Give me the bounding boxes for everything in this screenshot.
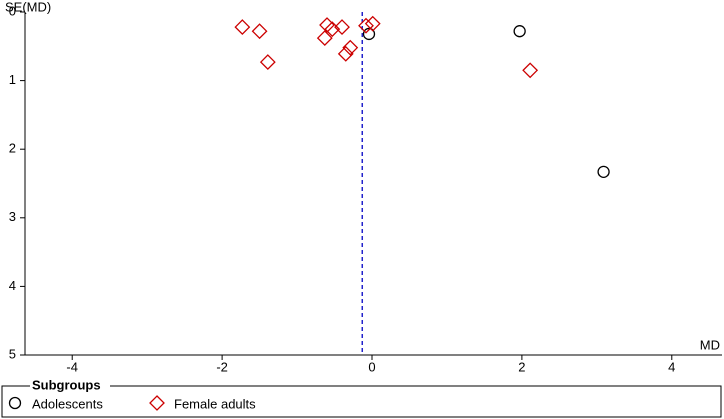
x-tick-label: 4	[668, 359, 675, 374]
x-tick-label: 2	[518, 359, 525, 374]
legend-marker	[8, 396, 22, 410]
diamond-marker	[337, 45, 354, 62]
x-axis-label: MD	[700, 337, 720, 352]
y-tick-label: 2	[9, 141, 16, 156]
y-tick-label: 4	[9, 278, 16, 293]
legend-marker	[149, 395, 165, 411]
diamond-marker	[319, 17, 335, 33]
x-tick-label: 0	[368, 359, 375, 374]
y-axis-label: SE(MD)	[5, 0, 51, 14]
legend-label: Female adults	[174, 396, 256, 411]
diamond-marker	[334, 19, 350, 36]
y-tick-label: 3	[9, 209, 16, 224]
y-tick-label: 0	[9, 3, 16, 18]
y-tick-label: 1	[9, 72, 16, 87]
diamond-marker	[522, 62, 539, 79]
circle-marker	[513, 25, 526, 38]
y-tick-label: 5	[9, 346, 16, 361]
diamond-marker	[316, 30, 333, 46]
diamond-marker	[251, 23, 268, 40]
legend-box	[1, 385, 722, 418]
diamond-marker	[364, 15, 381, 32]
x-tick-label: -4	[66, 359, 78, 374]
x-tick-label: -2	[216, 359, 228, 374]
legend-label: Adolescents	[32, 396, 103, 411]
legend-title: Subgroups	[32, 377, 101, 392]
legend-title-bg	[30, 380, 110, 392]
diamond-marker	[342, 39, 359, 56]
diamond-marker	[324, 21, 341, 38]
diamond-marker	[358, 17, 374, 34]
diamond-marker	[234, 19, 251, 36]
circle-marker	[362, 27, 376, 41]
diamond-marker	[259, 54, 276, 70]
circle-marker	[597, 165, 610, 178]
